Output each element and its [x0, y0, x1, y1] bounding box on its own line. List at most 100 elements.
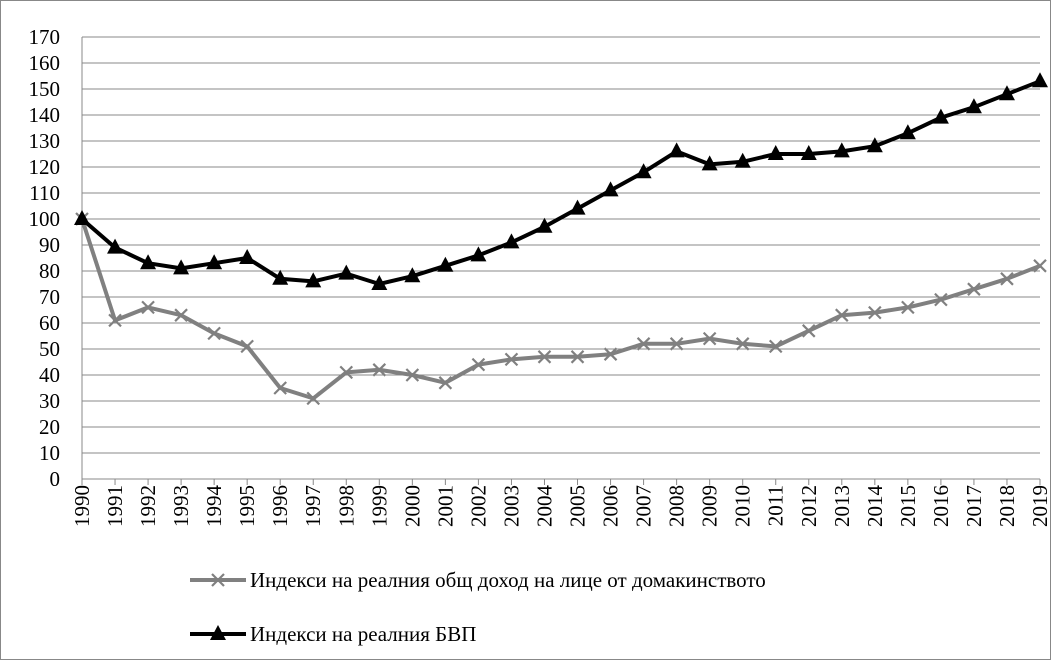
x-tick-label: 2013 [830, 485, 854, 527]
point [967, 282, 981, 296]
point [965, 98, 982, 114]
y-tick-label: 30 [39, 389, 60, 413]
point [1033, 259, 1047, 273]
point [272, 269, 289, 285]
point [998, 85, 1015, 101]
x-tick-label: 1995 [235, 485, 259, 527]
point [504, 352, 519, 367]
y-tick-label: 0 [50, 467, 61, 491]
point [701, 155, 718, 171]
point [1032, 72, 1048, 88]
x-tick-label: 2000 [400, 485, 424, 527]
y-tick-label: 150 [29, 77, 61, 101]
point [306, 391, 321, 406]
x-tick-label: 1993 [169, 485, 193, 527]
x-tick-label: 2007 [632, 485, 656, 527]
x-tick-label: 2018 [995, 485, 1019, 527]
point [866, 137, 883, 153]
x-tick-label: 1998 [334, 485, 358, 527]
point [338, 264, 355, 280]
point [833, 142, 850, 158]
x-tick-label: 2005 [566, 485, 590, 527]
y-tick-label: 20 [39, 415, 60, 439]
point [1000, 272, 1014, 286]
point [107, 238, 124, 254]
point [767, 145, 784, 160]
legend-marker [211, 573, 225, 587]
point [835, 308, 849, 322]
point [273, 381, 287, 395]
y-tick-label: 80 [39, 259, 60, 283]
point [471, 357, 486, 372]
x-tick-label: 2017 [962, 485, 986, 527]
point [569, 199, 586, 215]
legend-marker [210, 625, 226, 640]
point [240, 339, 254, 354]
point [206, 254, 223, 270]
point [174, 308, 188, 322]
point [636, 337, 651, 351]
point [901, 300, 915, 315]
point [735, 337, 750, 351]
point [734, 152, 751, 168]
x-tick-label: 2001 [433, 485, 457, 527]
point [339, 365, 354, 380]
point [768, 339, 783, 354]
y-tick-label: 90 [39, 233, 60, 257]
point [404, 267, 421, 283]
point [173, 259, 190, 275]
x-tick-label: 2009 [698, 485, 722, 527]
point [108, 313, 122, 328]
x-tick-label: 1992 [136, 485, 160, 527]
point [603, 347, 618, 361]
point [899, 124, 916, 140]
x-tick-label: 2012 [797, 485, 821, 527]
point [536, 217, 553, 233]
x-tick-label: 2014 [863, 485, 887, 528]
point [74, 210, 90, 225]
point [207, 326, 221, 341]
point [239, 249, 256, 264]
x-tick-label: 1999 [367, 485, 391, 527]
x-tick-label: 2010 [731, 485, 755, 527]
legend-label: Индекси на реалния БВП [250, 622, 476, 646]
y-tick-label: 120 [29, 155, 61, 179]
legend-label: Индекси на реалния общ доход на лице от … [250, 568, 766, 592]
x-tick-label: 1990 [70, 485, 94, 527]
point [934, 292, 948, 307]
y-tick-label: 70 [39, 285, 60, 309]
y-tick-label: 40 [39, 363, 60, 387]
x-tick-label: 2019 [1028, 485, 1051, 527]
point [602, 181, 619, 197]
series-line [80, 79, 1041, 286]
x-tick-label: 2008 [665, 485, 689, 527]
point [470, 246, 487, 262]
point [537, 350, 552, 364]
x-tick-label: 2002 [466, 485, 490, 527]
y-tick-label: 50 [39, 337, 60, 361]
point [141, 300, 155, 315]
x-tick-label: 2003 [499, 485, 523, 527]
point [405, 368, 420, 382]
point [669, 337, 684, 351]
y-tick-label: 110 [29, 181, 60, 205]
y-tick-label: 100 [29, 207, 61, 231]
y-tick-label: 10 [39, 441, 60, 465]
series-line [80, 218, 1041, 401]
x-tick-label: 2015 [896, 485, 920, 527]
point [437, 256, 454, 272]
point [635, 163, 652, 179]
point [438, 376, 453, 390]
y-tick-label: 140 [29, 103, 61, 127]
point [668, 142, 685, 158]
y-tick-label: 160 [29, 51, 61, 75]
y-tick-label: 60 [39, 311, 60, 335]
x-tick-label: 1991 [103, 485, 127, 527]
point [503, 233, 520, 249]
x-tick-label: 2006 [599, 485, 623, 527]
point [371, 275, 388, 290]
point [932, 108, 949, 124]
point [702, 331, 717, 346]
